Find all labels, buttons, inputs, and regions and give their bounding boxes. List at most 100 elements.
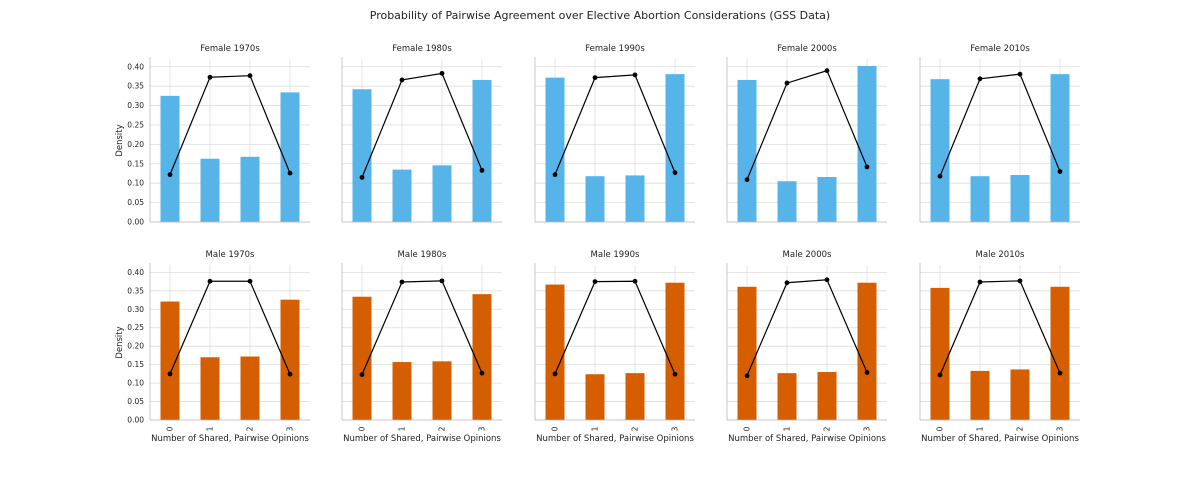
bar (1010, 175, 1030, 222)
y-tick-label: 0.20 (127, 140, 144, 149)
panel-title: Female 1980s (392, 44, 452, 54)
line-point (552, 371, 558, 377)
panel-title: Male 1990s (591, 250, 640, 260)
panel-male-2010s: Male 2010s 0 1 2 3 Number of Shared, Pairwise… (919, 250, 1080, 444)
y-tick-label: 0.25 (127, 120, 144, 129)
line-point (937, 173, 943, 179)
line-point (287, 371, 293, 377)
line-point (672, 371, 678, 377)
expected-line (169, 75, 291, 175)
line-point (824, 277, 830, 283)
x-tick-label: 3 (1055, 426, 1064, 431)
line-point (399, 279, 405, 285)
line-point (287, 170, 293, 176)
bar (280, 299, 300, 420)
line-point (479, 370, 485, 376)
bar (777, 373, 797, 420)
y-tick-label: 0.15 (127, 360, 144, 369)
bar (737, 79, 757, 222)
line-point (207, 278, 213, 284)
bar (352, 89, 372, 223)
bar (777, 181, 797, 222)
line-point (937, 372, 943, 378)
panel-title: Female 1990s (585, 44, 645, 54)
x-tick-label: 1 (590, 426, 599, 431)
y-tick-label: 0.35 (127, 286, 144, 295)
y-tick-label: 0.25 (127, 323, 144, 332)
line-point (1017, 71, 1023, 77)
x-tick-label: 2 (1015, 426, 1024, 431)
y-tick-label: 0.30 (127, 101, 144, 110)
panel-title: Male 1970s (206, 250, 255, 260)
panel-female-1990s: Female 1990s (534, 44, 695, 223)
line-point (592, 75, 598, 81)
line-point (864, 164, 870, 170)
x-tick-label: 2 (630, 426, 639, 431)
bar (1050, 286, 1070, 420)
line-point (632, 278, 638, 284)
y-tick-label: 0.10 (127, 179, 144, 188)
bar (857, 282, 877, 420)
line-point (977, 279, 983, 285)
line-point (632, 72, 638, 78)
x-tick-label: 2 (822, 426, 831, 431)
bar (200, 158, 220, 222)
bar (545, 77, 565, 222)
line-point (672, 170, 678, 176)
bar (392, 169, 412, 222)
x-tick-label: 1 (782, 426, 791, 431)
x-tick-label: 0 (742, 426, 751, 431)
panel-male-2000s: Male 2000s 0 1 2 3 Number of Shared, Pairwise… (726, 250, 887, 444)
bar (930, 287, 950, 420)
x-tick-label: 3 (862, 426, 871, 431)
line-point (744, 177, 750, 183)
x-tick-label: 1 (975, 426, 984, 431)
bar (472, 294, 492, 420)
line-point (864, 369, 870, 375)
line-point (439, 278, 445, 284)
x-tick-label: 2 (245, 426, 254, 431)
panel-title: Female 2000s (777, 44, 837, 54)
bar (970, 176, 990, 222)
expected-line (361, 72, 483, 178)
bar (432, 165, 452, 222)
bar (472, 79, 492, 222)
x-tick-label: 3 (285, 426, 294, 431)
line-point (247, 73, 253, 79)
bar (857, 65, 877, 222)
bar (930, 79, 950, 222)
y-tick-label: 0.05 (127, 397, 144, 406)
line-point (784, 280, 790, 286)
bar (240, 156, 260, 222)
y-tick-label: 0.30 (127, 305, 144, 314)
y-tick-label: 0.00 (127, 218, 144, 227)
bar (970, 370, 990, 420)
x-tick-label: 3 (477, 426, 486, 431)
panel-title: Female 2010s (970, 44, 1030, 54)
line-point (1057, 169, 1063, 174)
bar (392, 362, 412, 420)
y-axis-label: Density (115, 326, 125, 358)
y-tick-label: 0.05 (127, 198, 144, 207)
line-point (399, 77, 405, 83)
x-axis-label: Number of Shared, Pairwise Opinions (343, 434, 501, 444)
bar (625, 175, 645, 222)
expected-line (939, 280, 1061, 376)
line-point (479, 167, 485, 173)
bar (160, 95, 180, 222)
panel-title: Female 1970s (200, 44, 260, 54)
panel-female-1980s: Female 1980s (341, 44, 502, 223)
line-point (359, 372, 365, 378)
line-point (1057, 370, 1063, 376)
figure-title: Probability of Pairwise Agreement over E… (370, 9, 830, 22)
line-point (167, 172, 173, 178)
expected-line (746, 69, 868, 180)
x-tick-label: 0 (550, 426, 559, 431)
bar (240, 356, 260, 420)
y-axis-label: Density (115, 124, 125, 156)
line-point (592, 279, 598, 285)
line-point (247, 278, 253, 284)
panel-female-2000s: Female 2000s (726, 44, 887, 223)
panel-title: Male 2010s (976, 250, 1025, 260)
y-tick-label: 0.35 (127, 82, 144, 91)
